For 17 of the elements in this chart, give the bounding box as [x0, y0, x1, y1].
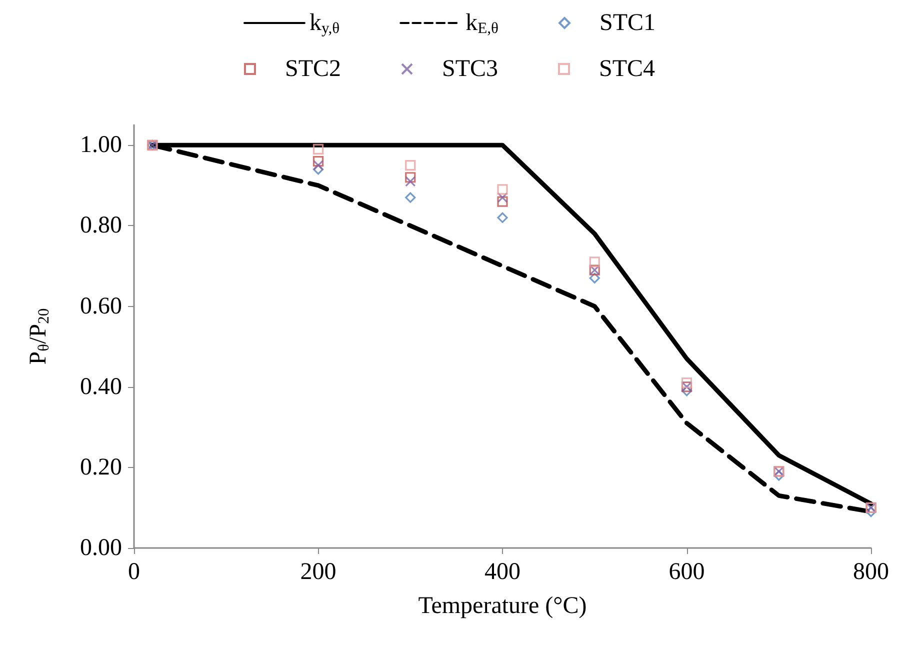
- x-tick-label: 600: [668, 559, 705, 585]
- y-tick-label: 0.40: [80, 374, 122, 400]
- x-tick-label: 800: [853, 559, 889, 585]
- legend-label: STC1: [600, 10, 656, 36]
- x-tick-label: 200: [300, 559, 336, 585]
- y-tick-label: 0.60: [80, 293, 122, 320]
- y-tick-label: 1.00: [80, 132, 122, 158]
- y-tick-label: 0.00: [80, 535, 122, 561]
- x-axis-title: Temperature (°C): [418, 593, 587, 619]
- y-tick-label: 0.20: [80, 454, 122, 480]
- y-axis-title: Pθ/P20: [26, 308, 52, 365]
- x-tick-label: 400: [484, 559, 520, 585]
- y-tick-label: 0.80: [80, 212, 122, 239]
- legend-label: STC4: [599, 56, 656, 82]
- legend-label: STC2: [284, 56, 341, 82]
- x-tick-label: 0: [128, 559, 140, 585]
- legend-label: STC3: [442, 56, 498, 82]
